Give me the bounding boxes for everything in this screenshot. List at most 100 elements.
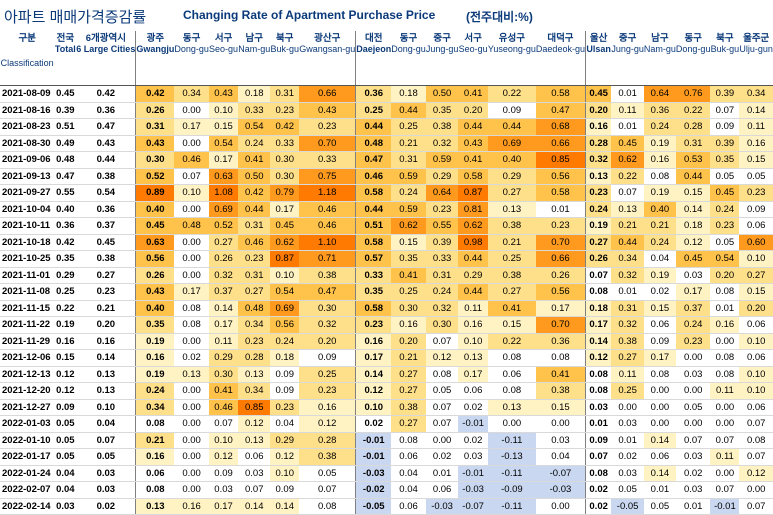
value-cell: -0.01 bbox=[355, 448, 392, 466]
value-cell: 0.56 bbox=[535, 168, 586, 185]
table-row: 2021-10-18 0.42 0.45 0.63 0.00 0.27 0.46 0.62 1.… bbox=[0, 234, 773, 251]
value-cell: 0.34 bbox=[739, 85, 773, 103]
value-cell: 0.68 bbox=[535, 118, 586, 136]
value-cell: 0.13 bbox=[238, 366, 271, 383]
value-cell: 0.15 bbox=[739, 283, 773, 301]
value-cell: 0.14 bbox=[643, 432, 676, 449]
value-cell: 0.25 bbox=[299, 366, 356, 383]
value-cell: 0.35 bbox=[135, 316, 175, 334]
value-cell: 0.00 bbox=[174, 333, 209, 350]
value-cell: 0.33 bbox=[238, 102, 271, 119]
value-cell: 0.24 bbox=[135, 382, 175, 400]
value-cell: 0.49 bbox=[54, 135, 77, 152]
value-cell: 0.36 bbox=[535, 333, 586, 350]
value-cell: 0.10 bbox=[270, 267, 300, 284]
value-cell: 0.26 bbox=[135, 102, 175, 119]
value-cell: 0.04 bbox=[391, 465, 426, 482]
value-cell: 0.03 bbox=[54, 498, 77, 515]
value-cell: 0.14 bbox=[675, 201, 711, 218]
value-cell: 0.16 bbox=[391, 316, 426, 334]
value-cell: 0.10 bbox=[270, 465, 300, 482]
value-cell: 0.36 bbox=[76, 102, 136, 119]
value-cell: 0.06 bbox=[391, 498, 426, 515]
value-cell: 0.58 bbox=[355, 184, 392, 202]
value-cell: 0.00 bbox=[174, 432, 209, 449]
value-cell: 0.23 bbox=[710, 217, 740, 235]
value-cell: 0.71 bbox=[299, 250, 356, 268]
value-cell: 0.05 bbox=[611, 481, 644, 499]
value-cell: 0.47 bbox=[535, 102, 586, 119]
value-cell: 0.19 bbox=[135, 333, 175, 350]
value-cell: 0.31 bbox=[238, 267, 271, 284]
value-cell: 0.18 bbox=[238, 85, 271, 103]
value-cell: 0.48 bbox=[355, 135, 392, 152]
value-cell: 0.03 bbox=[535, 432, 586, 449]
value-cell: 0.25 bbox=[54, 283, 77, 301]
value-cell: 0.16 bbox=[299, 399, 356, 416]
value-cell: 0.36 bbox=[76, 201, 136, 218]
column-header-korean: 대덕구 bbox=[547, 33, 574, 44]
column-header-english: Buk-gu bbox=[710, 44, 740, 54]
value-cell: -0.03 bbox=[425, 498, 459, 515]
row-date: 2021-11-29 bbox=[0, 333, 55, 350]
value-cell: 0.63 bbox=[208, 168, 239, 185]
column-header-korean: 광주 bbox=[146, 33, 165, 44]
value-cell: 0.08 bbox=[710, 283, 740, 301]
value-cell: 0.37 bbox=[76, 217, 136, 235]
value-cell: 0.32 bbox=[425, 135, 459, 152]
value-cell: 0.31 bbox=[611, 300, 644, 317]
value-cell: 0.69 bbox=[270, 300, 300, 317]
value-cell: 0.08 bbox=[710, 349, 740, 367]
value-cell: 0.36 bbox=[54, 217, 77, 235]
value-cell: 0.17 bbox=[675, 283, 711, 301]
value-cell: 0.47 bbox=[299, 283, 356, 301]
column-header-english: Jung-gu bbox=[611, 44, 644, 54]
value-cell: 0.16 bbox=[458, 316, 488, 334]
value-cell: 0.09 bbox=[270, 481, 300, 499]
value-cell: 1.08 bbox=[208, 184, 239, 202]
value-cell: 0.12 bbox=[238, 415, 271, 433]
value-cell: 0.56 bbox=[135, 250, 175, 268]
column-header-korean: 대전 bbox=[365, 33, 383, 44]
value-cell: 0.43 bbox=[135, 283, 175, 301]
value-cell: 0.00 bbox=[675, 349, 711, 367]
unit-note: (전주대비:%) bbox=[466, 10, 533, 24]
value-cell: 0.27 bbox=[391, 415, 426, 433]
value-cell: 0.57 bbox=[355, 250, 392, 268]
row-date: 2021-10-11 bbox=[0, 217, 55, 235]
value-cell: 0.03 bbox=[208, 481, 239, 499]
value-cell: 0.40 bbox=[487, 151, 536, 169]
value-cell: 0.07 bbox=[611, 184, 644, 202]
value-cell: 0.10 bbox=[76, 399, 136, 416]
value-cell: 0.11 bbox=[611, 366, 644, 383]
value-cell: 0.01 bbox=[611, 85, 644, 103]
value-cell: 0.00 bbox=[174, 250, 209, 268]
column-header: 중구 Jung-gu bbox=[425, 31, 459, 86]
value-cell: 0.38 bbox=[391, 399, 426, 416]
value-cell: 0.20 bbox=[391, 333, 426, 350]
column-header-korean: 6개광역시 bbox=[85, 33, 126, 44]
value-cell: 0.42 bbox=[135, 85, 175, 103]
value-cell: 0.48 bbox=[54, 151, 77, 169]
value-cell: 0.35 bbox=[710, 151, 740, 169]
row-date: 2021-08-30 bbox=[0, 135, 55, 152]
value-cell: 0.22 bbox=[487, 85, 536, 103]
value-cell: 0.25 bbox=[391, 118, 426, 136]
value-cell: 0.36 bbox=[643, 102, 676, 119]
column-header: 광산구 Gwangsan-gu bbox=[299, 31, 356, 86]
column-header: 구분 Classification bbox=[0, 31, 55, 86]
value-cell: 0.42 bbox=[270, 118, 300, 136]
column-header-korean: 서구 bbox=[464, 33, 482, 44]
value-cell: 0.40 bbox=[643, 201, 676, 218]
value-cell: 0.14 bbox=[238, 498, 271, 515]
value-cell: 0.20 bbox=[710, 267, 740, 284]
column-header: 대덕구 Daedeok-gu bbox=[535, 31, 586, 86]
column-header-korean: 동구 bbox=[684, 33, 702, 44]
value-cell: 0.31 bbox=[270, 85, 300, 103]
value-cell: 0.47 bbox=[76, 118, 136, 136]
value-cell: 0.32 bbox=[584, 151, 612, 169]
value-cell: 0.12 bbox=[54, 366, 77, 383]
value-cell: 0.07 bbox=[710, 102, 740, 119]
value-cell: 0.00 bbox=[710, 399, 740, 416]
column-header-english: Daedeok-gu bbox=[535, 44, 585, 54]
